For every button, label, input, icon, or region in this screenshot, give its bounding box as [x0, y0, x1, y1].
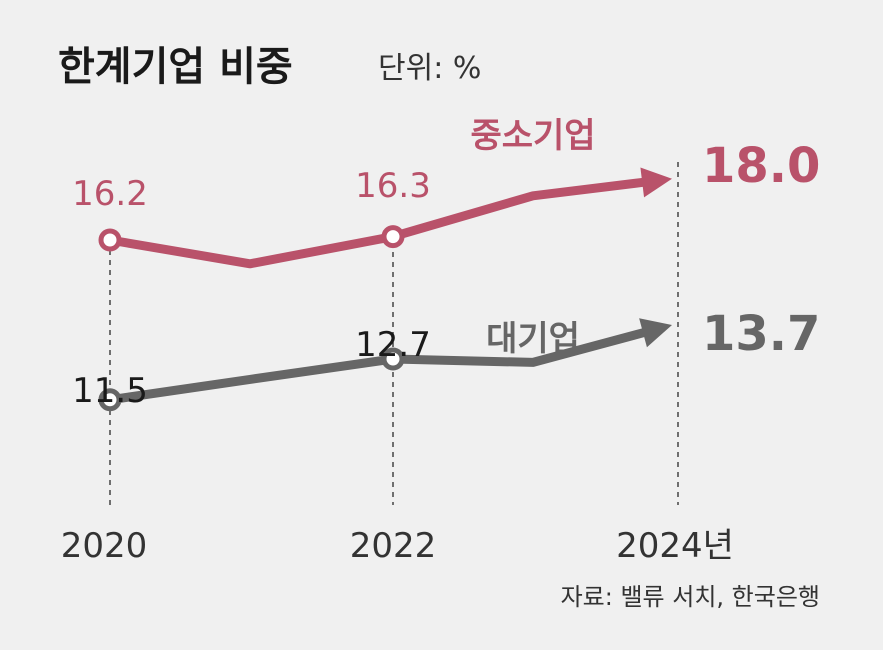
series-arrow-large	[639, 318, 672, 348]
x-tick-2020: 2020	[61, 526, 148, 566]
point-large-2020	[98, 388, 122, 412]
chart-title: 한계기업 비중	[58, 44, 293, 90]
series-name-sme: 중소기업	[470, 116, 595, 156]
series-arrow-sme	[640, 167, 672, 198]
label-large-2024: 13.7	[702, 306, 820, 362]
label-sme-2020: 16.2	[72, 174, 148, 214]
source-note: 자료: 밸류 서치, 한국은행	[561, 583, 820, 611]
point-sme-2020	[98, 228, 122, 252]
x-tick-2022: 2022	[350, 526, 437, 566]
series-name-large: 대기업	[486, 319, 580, 359]
x-tick-2024: 2024년	[616, 526, 734, 566]
point-large-2022	[381, 347, 405, 371]
label-sme-2022: 16.3	[355, 166, 431, 206]
unit-label: 단위: %	[378, 51, 481, 86]
label-large-2020: 11.5	[72, 371, 148, 411]
label-sme-2024: 18.0	[702, 138, 820, 194]
label-large-2022: 12.7	[355, 325, 431, 365]
point-sme-2022	[381, 225, 405, 249]
